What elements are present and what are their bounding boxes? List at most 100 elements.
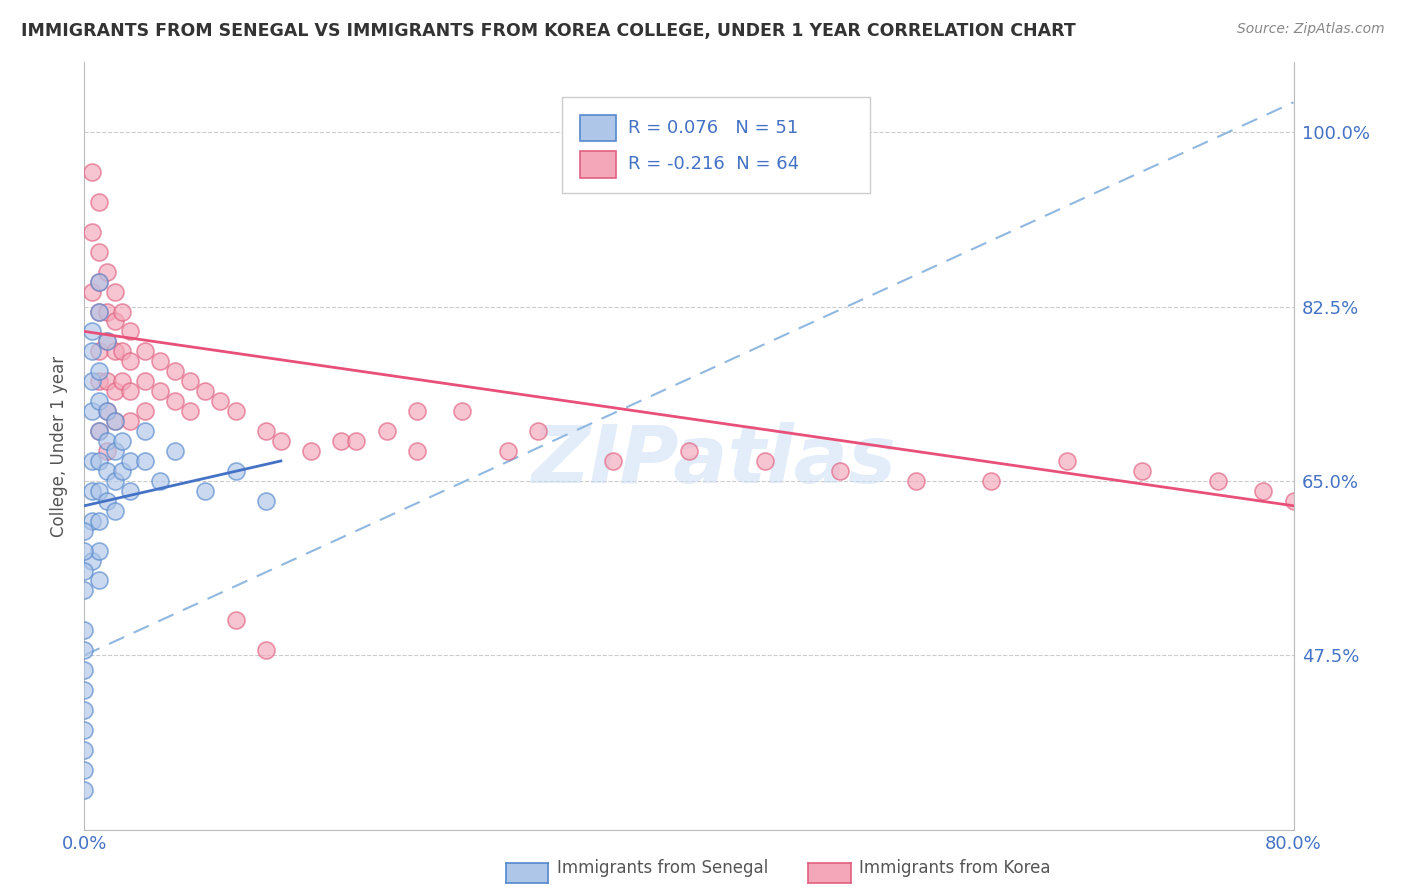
Point bbox=[225, 613, 247, 627]
Point bbox=[149, 354, 172, 368]
Point bbox=[225, 464, 247, 478]
Point bbox=[111, 304, 134, 318]
Point bbox=[375, 424, 398, 438]
Text: R = -0.216  N = 64: R = -0.216 N = 64 bbox=[628, 155, 800, 173]
Point bbox=[254, 424, 277, 438]
Point bbox=[134, 344, 156, 359]
Point bbox=[904, 474, 927, 488]
Point bbox=[1130, 464, 1153, 478]
Point bbox=[96, 374, 118, 388]
Point bbox=[96, 404, 118, 418]
Point bbox=[104, 414, 127, 428]
Point bbox=[89, 454, 111, 468]
Point bbox=[89, 424, 111, 438]
Point bbox=[73, 564, 96, 578]
Point bbox=[118, 414, 141, 428]
Point bbox=[118, 454, 141, 468]
Point bbox=[96, 304, 118, 318]
Point bbox=[89, 574, 111, 588]
Text: Immigrants from Korea: Immigrants from Korea bbox=[859, 859, 1050, 877]
Point bbox=[96, 265, 118, 279]
Point bbox=[80, 514, 103, 528]
Point bbox=[527, 424, 550, 438]
FancyBboxPatch shape bbox=[562, 97, 870, 193]
Point bbox=[678, 444, 700, 458]
Point bbox=[89, 194, 111, 209]
Point bbox=[1253, 483, 1275, 498]
Point bbox=[165, 444, 187, 458]
Point bbox=[104, 384, 127, 399]
Point bbox=[96, 334, 118, 349]
Point bbox=[89, 244, 111, 259]
Point bbox=[89, 275, 111, 289]
Point bbox=[134, 374, 156, 388]
Point bbox=[602, 454, 624, 468]
Point bbox=[89, 275, 111, 289]
Point bbox=[406, 404, 429, 418]
Point bbox=[134, 404, 156, 418]
Point bbox=[73, 524, 96, 538]
Point bbox=[330, 434, 353, 448]
Point bbox=[89, 344, 111, 359]
Point bbox=[73, 743, 96, 757]
Point bbox=[104, 344, 127, 359]
Point bbox=[270, 434, 292, 448]
Point bbox=[80, 165, 103, 179]
Point bbox=[104, 474, 127, 488]
Point bbox=[89, 304, 111, 318]
Text: ZIPatlas: ZIPatlas bbox=[530, 422, 896, 500]
Point bbox=[111, 464, 134, 478]
Point bbox=[89, 304, 111, 318]
Point bbox=[149, 474, 172, 488]
Point bbox=[149, 384, 172, 399]
Point bbox=[1282, 493, 1305, 508]
Point bbox=[73, 763, 96, 777]
Point bbox=[104, 444, 127, 458]
Point bbox=[73, 624, 96, 638]
Point bbox=[89, 483, 111, 498]
Point bbox=[96, 434, 118, 448]
Point bbox=[111, 434, 134, 448]
Point bbox=[134, 454, 156, 468]
Point bbox=[73, 543, 96, 558]
Point bbox=[1056, 454, 1078, 468]
Point bbox=[73, 663, 96, 677]
Point bbox=[104, 414, 127, 428]
Text: Source: ZipAtlas.com: Source: ZipAtlas.com bbox=[1237, 22, 1385, 37]
FancyBboxPatch shape bbox=[581, 114, 616, 141]
Y-axis label: College, Under 1 year: College, Under 1 year bbox=[51, 355, 69, 537]
Point bbox=[225, 404, 247, 418]
Point bbox=[118, 483, 141, 498]
Point bbox=[89, 374, 111, 388]
Point bbox=[73, 723, 96, 737]
Point bbox=[165, 394, 187, 409]
Point bbox=[80, 285, 103, 299]
Point bbox=[194, 384, 217, 399]
Point bbox=[73, 703, 96, 717]
Point bbox=[830, 464, 852, 478]
Point bbox=[96, 464, 118, 478]
Point bbox=[980, 474, 1002, 488]
Point bbox=[73, 643, 96, 657]
Point bbox=[96, 444, 118, 458]
Point bbox=[346, 434, 368, 448]
Point bbox=[80, 483, 103, 498]
Point bbox=[496, 444, 519, 458]
Point bbox=[89, 543, 111, 558]
Point bbox=[80, 454, 103, 468]
Point bbox=[111, 344, 134, 359]
Point bbox=[165, 364, 187, 378]
Point bbox=[80, 325, 103, 339]
Point bbox=[134, 424, 156, 438]
Point bbox=[754, 454, 776, 468]
Point bbox=[73, 782, 96, 797]
Point bbox=[73, 583, 96, 598]
Point bbox=[96, 334, 118, 349]
Point bbox=[89, 424, 111, 438]
Point bbox=[406, 444, 429, 458]
Point bbox=[194, 483, 217, 498]
Point bbox=[179, 404, 201, 418]
Point bbox=[96, 493, 118, 508]
Point bbox=[451, 404, 474, 418]
Point bbox=[80, 404, 103, 418]
